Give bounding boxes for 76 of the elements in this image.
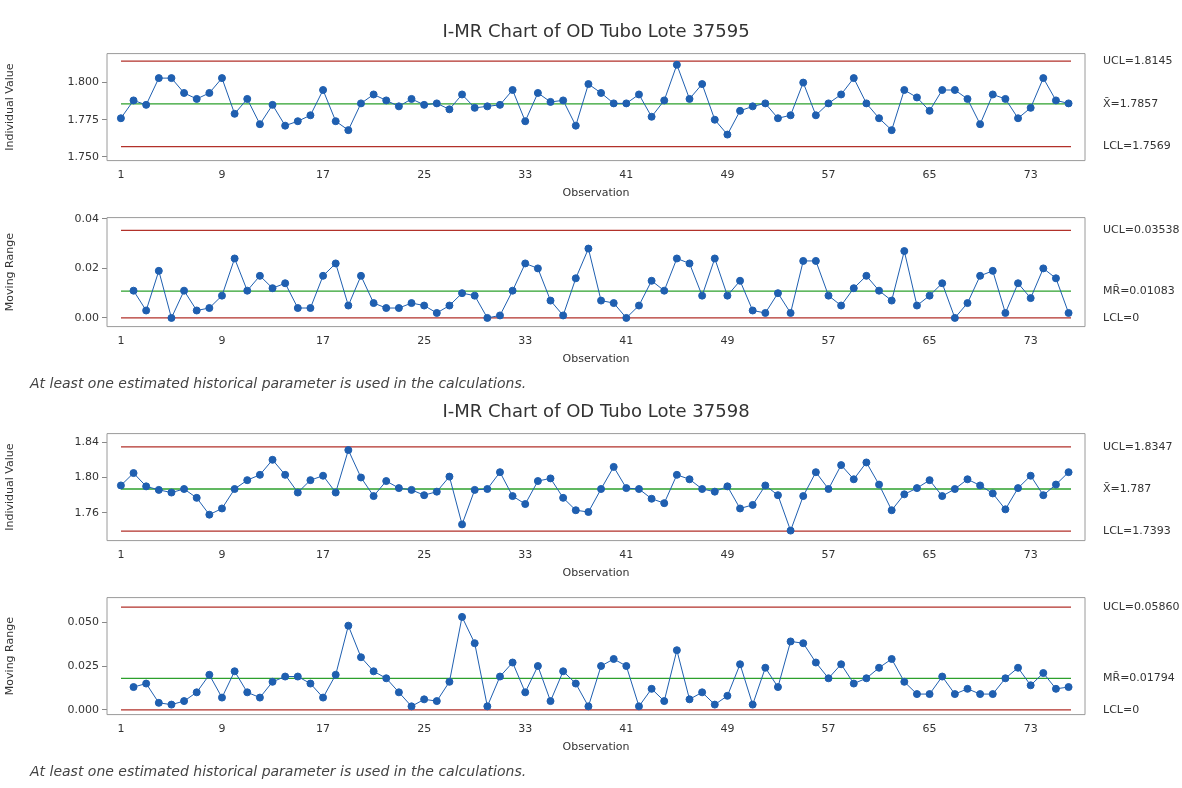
ref-line-label: MR̄=0.01794 (1103, 671, 1175, 685)
x-tick-label: 17 (316, 168, 331, 182)
x-tick-label: 57 (821, 548, 836, 562)
x-tick-label: 33 (518, 334, 533, 348)
x-tick-label: 9 (218, 334, 226, 348)
ref-line-label: MR̄=0.01083 (1103, 283, 1175, 297)
x-tick-label: 65 (922, 168, 937, 182)
chart-title: I-MR Chart of OD Tubo Lote 37598 (441, 399, 751, 423)
x-tick-label: 25 (417, 548, 432, 562)
x-tick-label: 33 (518, 722, 533, 736)
x-axis-title: Observation (562, 186, 630, 200)
x-tick-label: 73 (1023, 168, 1038, 182)
x-tick-label: 41 (619, 722, 634, 736)
ref-line-label: UCL=0.05860 (1103, 599, 1180, 613)
ref-line-label: LCL=0 (1103, 702, 1140, 716)
x-tick-label: 1 (117, 722, 125, 736)
x-tick-label: 9 (218, 168, 226, 182)
x-tick-label: 57 (821, 722, 836, 736)
y-tick-label: 1.775 (67, 112, 99, 126)
y-axis-title: Individual Value (3, 63, 17, 151)
x-tick-label: 1 (117, 168, 125, 182)
y-tick-label: 0.050 (67, 615, 99, 629)
y-tick-label: 1.76 (74, 505, 99, 519)
x-tick-label: 9 (218, 722, 226, 736)
chart-title: I-MR Chart of OD Tubo Lote 37595 (441, 19, 751, 43)
x-tick-label: 73 (1023, 334, 1038, 348)
x-tick-label: 65 (922, 722, 937, 736)
y-axis-title: Individual Value (3, 443, 17, 531)
x-tick-label: 49 (720, 722, 735, 736)
y-axis-title: Moving Range (3, 232, 17, 312)
x-tick-label: 65 (922, 334, 937, 348)
ref-line-label: LCL=1.7393 (1103, 524, 1171, 538)
y-tick-label: 0.04 (74, 211, 99, 225)
y-tick-label: 0.02 (74, 261, 99, 275)
x-tick-label: 49 (720, 334, 735, 348)
x-tick-label: 25 (417, 168, 432, 182)
text: At least one estimated historical parameter is used in the calculations. (28, 374, 528, 393)
x-tick-label: 73 (1023, 548, 1038, 562)
x-axis-title: Observation (562, 352, 630, 366)
ref-line-label: LCL=0 (1103, 310, 1140, 324)
x-tick-label: 1 (117, 334, 125, 348)
ref-line-label: UCL=1.8145 (1103, 53, 1173, 67)
text: At least one estimated historical parameter is used in the calculations. (28, 762, 528, 781)
x-tick-label: 73 (1023, 722, 1038, 736)
x-tick-label: 25 (417, 334, 432, 348)
x-tick-label: 49 (720, 168, 735, 182)
y-tick-label: 0.00 (74, 310, 99, 324)
x-tick-label: 17 (316, 548, 331, 562)
x-tick-label: 9 (218, 548, 226, 562)
x-tick-label: 33 (518, 548, 533, 562)
x-tick-label: 65 (922, 548, 937, 562)
ref-line-label: LCL=1.7569 (1103, 139, 1171, 153)
x-tick-label: 41 (619, 168, 634, 182)
ref-line-label: UCL=0.03538 (1103, 223, 1180, 237)
x-tick-label: 49 (720, 548, 735, 562)
x-tick-label: 33 (518, 168, 533, 182)
y-tick-label: 1.800 (67, 75, 99, 89)
y-tick-label: 0.025 (67, 658, 99, 672)
ref-line-label: UCL=1.8347 (1103, 439, 1173, 453)
x-tick-label: 17 (316, 722, 331, 736)
x-tick-label: 41 (619, 334, 634, 348)
ref-line-label: X̄=1.7857 (1103, 96, 1159, 110)
x-tick-label: 57 (821, 168, 836, 182)
y-tick-label: 1.84 (74, 434, 99, 448)
x-axis-title: Observation (562, 566, 630, 580)
x-tick-label: 17 (316, 334, 331, 348)
y-tick-label: 1.750 (67, 149, 99, 163)
y-tick-label: 1.80 (74, 470, 99, 484)
y-axis-title: Moving Range (3, 616, 17, 696)
x-axis-title: Observation (562, 740, 630, 754)
ref-line-label: X̄=1.787 (1103, 481, 1152, 495)
x-tick-label: 1 (117, 548, 125, 562)
x-tick-label: 25 (417, 722, 432, 736)
x-tick-label: 57 (821, 334, 836, 348)
x-tick-label: 41 (619, 548, 634, 562)
y-tick-label: 0.000 (67, 702, 99, 716)
